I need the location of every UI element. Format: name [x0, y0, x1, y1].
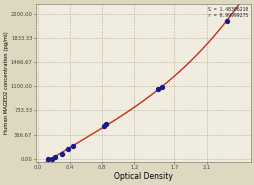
Point: [66, 148, 70, 151]
Point: [53, 156, 57, 159]
Point: [224, 19, 228, 22]
Point: [71, 144, 75, 147]
Point: [46, 157, 50, 160]
Text: S = 1.48306210
r = 0.99999275: S = 1.48306210 r = 0.99999275: [207, 7, 247, 18]
Point: [160, 86, 164, 89]
Point: [103, 123, 107, 126]
Point: [59, 152, 64, 155]
Point: [101, 125, 105, 128]
X-axis label: Optical Density: Optical Density: [114, 172, 172, 181]
Point: [50, 157, 54, 160]
Y-axis label: Human MAGED2 concentration (pg/ml): Human MAGED2 concentration (pg/ml): [4, 32, 9, 134]
Point: [156, 88, 160, 91]
